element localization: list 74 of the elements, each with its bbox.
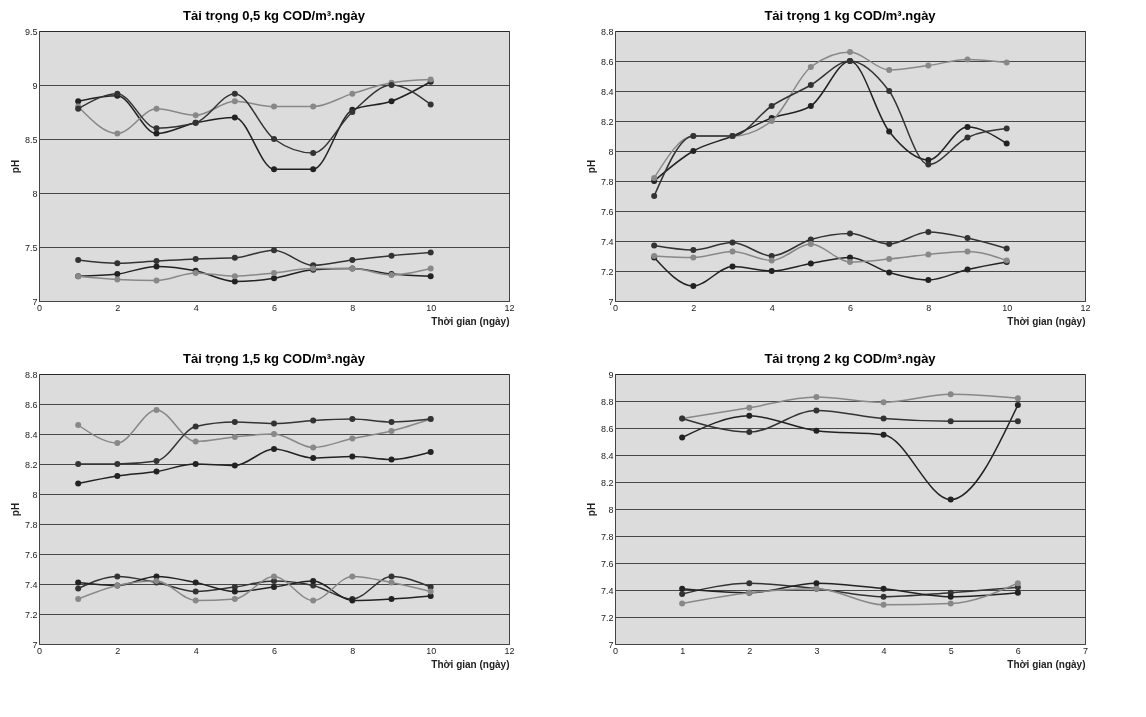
- x-tick-label: 4: [881, 645, 887, 656]
- y-axis-title: pH: [9, 159, 21, 174]
- x-tick-label: 0: [36, 302, 43, 313]
- y-tick-label: 8.6: [600, 423, 614, 434]
- y-tick-label: 8.4: [600, 450, 614, 461]
- x-tick-label: 8: [350, 645, 356, 656]
- x-tick-label: 2: [747, 645, 753, 656]
- y-tick-label: 8.6: [600, 56, 614, 67]
- y-tick-label: 8.5: [24, 134, 38, 145]
- y-tick-label: 7.4: [600, 236, 614, 247]
- y-tick-label: 8.8: [600, 396, 614, 407]
- chart-title: Tải trọng 2 kg COD/m³.ngày: [764, 351, 937, 366]
- y-tick-label: 8.8: [24, 369, 38, 380]
- x-tick-label: 2: [115, 302, 121, 313]
- chart-title: Tải trọng 1 kg COD/m³.ngày: [764, 8, 937, 23]
- y-axis-title: pH: [585, 502, 597, 517]
- y-tick-label: 8: [32, 489, 38, 500]
- y-tick-label: 8.2: [600, 477, 614, 488]
- x-tick-label: 8: [350, 302, 356, 313]
- y-tick-label: 7.5: [24, 242, 38, 253]
- y-axis-title: pH: [585, 159, 597, 174]
- x-axis-title: Thời gian (ngày): [1007, 315, 1086, 327]
- x-tick-label: 10: [1002, 302, 1013, 313]
- chart-title: Tải trọng 1,5 kg COD/m³.ngày: [182, 351, 366, 366]
- x-tick-label: 6: [1015, 645, 1021, 656]
- y-tick-label: 7.4: [24, 579, 38, 590]
- x-tick-label: 6: [271, 302, 278, 313]
- x-tick-label: 7: [1082, 645, 1089, 656]
- y-tick-label: 9: [32, 80, 38, 91]
- chart-title: Tải trọng 0,5 kg COD/m³.ngày: [182, 8, 366, 23]
- y-tick-label: 9: [608, 369, 614, 380]
- y-tick-label: 7.6: [600, 558, 614, 569]
- x-tick-label: 0: [612, 645, 619, 656]
- x-tick-label: 0: [612, 302, 619, 313]
- x-tick-label: 3: [814, 645, 820, 656]
- x-tick-label: 1: [680, 645, 686, 656]
- x-tick-label: 12: [504, 645, 515, 656]
- y-tick-label: 8: [608, 504, 614, 515]
- x-axis-title: Thời gian (ngày): [431, 315, 510, 327]
- y-tick-label: 7.8: [24, 519, 38, 530]
- x-tick-label: 6: [847, 302, 854, 313]
- y-tick-label: 8.2: [600, 116, 614, 127]
- y-tick-label: 9.5: [24, 26, 38, 37]
- y-tick-label: 8.6: [24, 399, 38, 410]
- x-tick-label: 4: [193, 645, 199, 656]
- y-tick-label: 7.2: [600, 612, 614, 623]
- x-tick-label: 12: [1080, 302, 1091, 313]
- x-tick-label: 8: [926, 302, 932, 313]
- y-tick-label: 7.2: [24, 609, 38, 620]
- x-tick-label: 4: [769, 302, 775, 313]
- y-tick-label: 8.4: [600, 86, 614, 97]
- y-tick-label: 7.4: [600, 585, 614, 596]
- y-tick-label: 8: [32, 188, 38, 199]
- x-tick-label: 12: [504, 302, 515, 313]
- x-axis-title: Thời gian (ngày): [1007, 658, 1086, 670]
- x-tick-label: 2: [115, 645, 121, 656]
- y-tick-label: 8.8: [600, 26, 614, 37]
- y-tick-label: 8: [608, 146, 614, 157]
- x-tick-label: 5: [948, 645, 954, 656]
- x-tick-label: 10: [426, 302, 437, 313]
- x-tick-label: 2: [691, 302, 697, 313]
- y-tick-label: 7.8: [600, 531, 614, 542]
- x-tick-label: 0: [36, 645, 43, 656]
- x-tick-label: 4: [193, 302, 199, 313]
- y-tick-label: 8.4: [24, 429, 38, 440]
- x-tick-label: 6: [271, 645, 278, 656]
- y-tick-label: 7.8: [600, 176, 614, 187]
- x-axis-title: Thời gian (ngày): [431, 658, 510, 670]
- y-axis-title: pH: [9, 502, 21, 517]
- y-tick-label: 8.2: [24, 459, 38, 470]
- x-tick-label: 10: [426, 645, 437, 656]
- y-tick-label: 7.2: [600, 266, 614, 277]
- y-tick-label: 7.6: [24, 549, 38, 560]
- y-tick-label: 7.6: [600, 206, 614, 217]
